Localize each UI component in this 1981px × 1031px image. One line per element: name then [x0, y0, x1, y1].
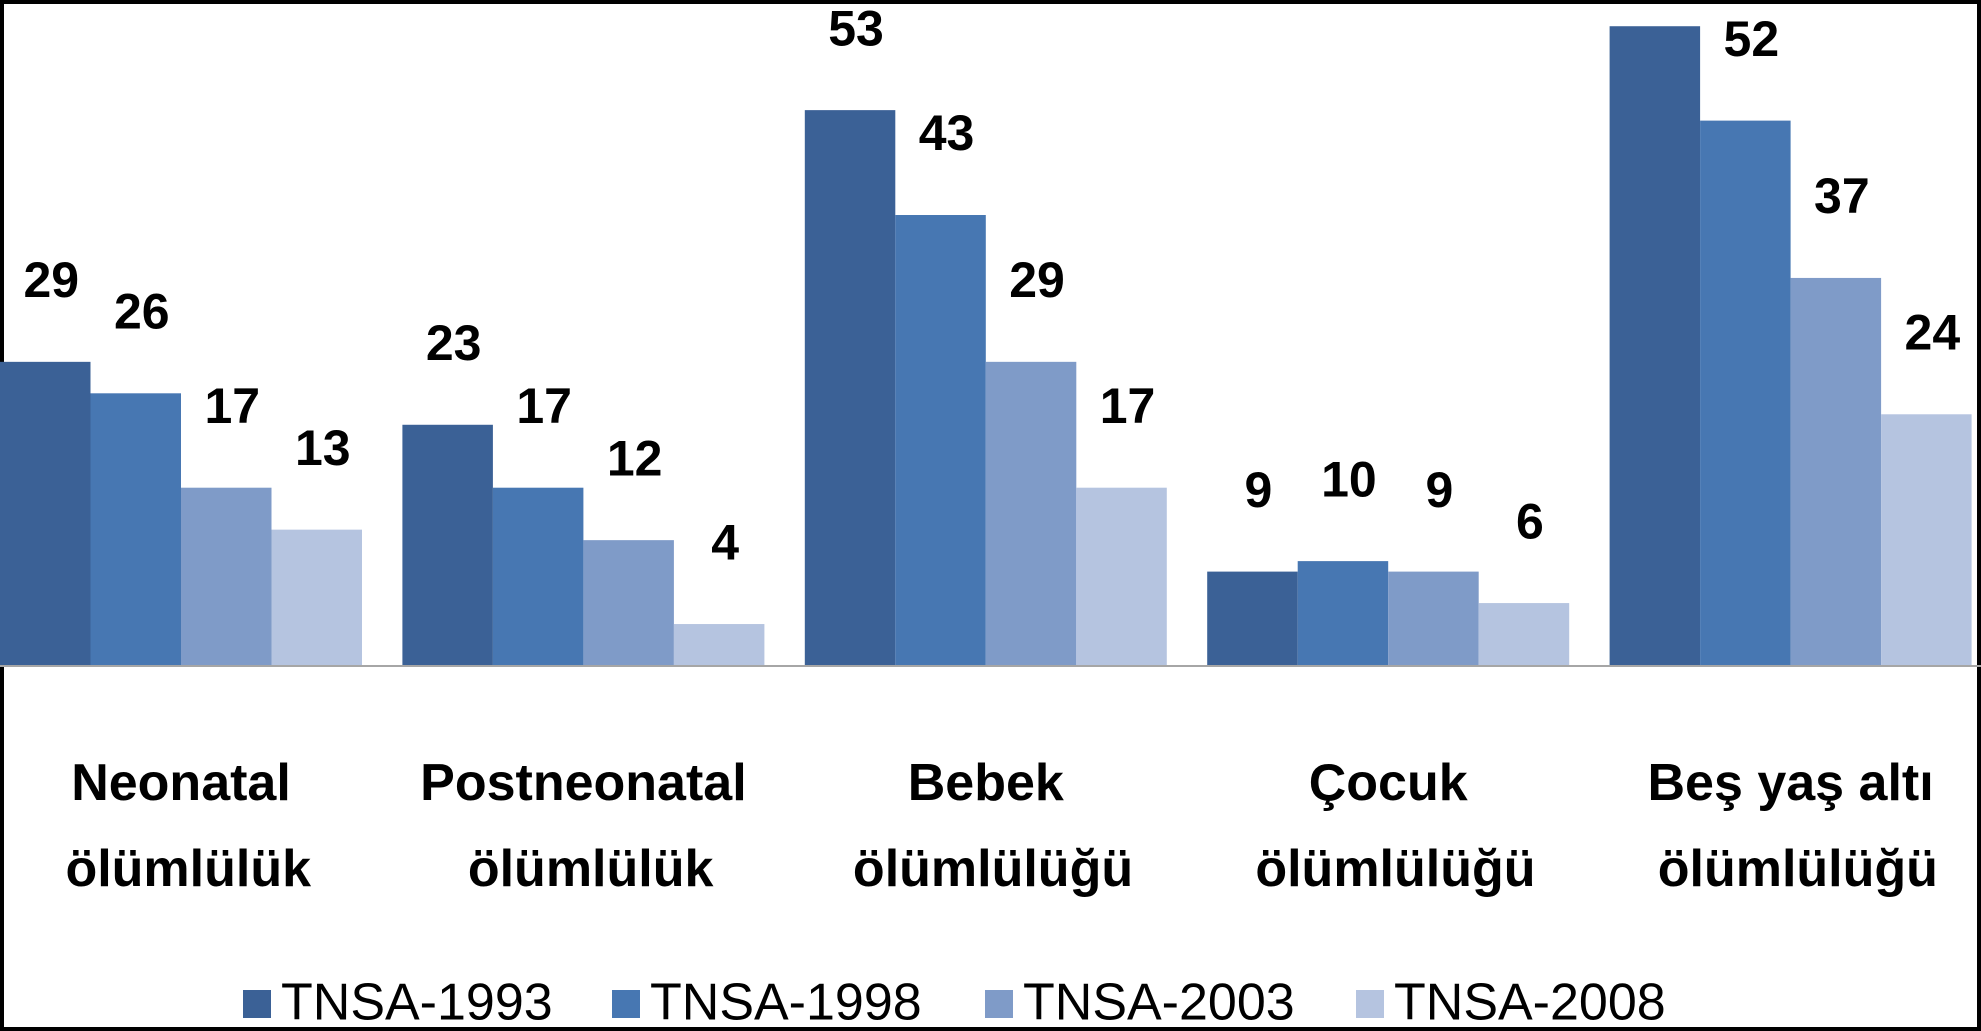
bar	[492, 487, 584, 666]
legend-label: TNSA-2008	[1394, 974, 1666, 1031]
bar	[1076, 487, 1167, 666]
x-tick-label: Beş yaş altı ölümlülüğü	[1643, 754, 1938, 898]
legend-swatch	[1356, 990, 1384, 1018]
bar	[1478, 603, 1570, 666]
bar	[1297, 561, 1389, 666]
bar	[895, 215, 986, 666]
data-label: 12	[607, 430, 663, 486]
legend-label: TNSA-2003	[1023, 974, 1295, 1031]
data-label: 29	[1009, 252, 1065, 308]
bar	[1609, 26, 1701, 667]
legend-label: TNSA-1998	[650, 974, 922, 1031]
bar	[1700, 120, 1791, 666]
data-label: 37	[1814, 168, 1870, 224]
x-tick-label: Çocuk ölümlülüğü	[1241, 754, 1536, 898]
data-label: 17	[516, 378, 572, 434]
bar	[402, 424, 493, 666]
bar	[804, 110, 896, 667]
bar	[271, 529, 362, 666]
data-label: 26	[114, 284, 170, 340]
x-tick-label: Neonatal ölümlülük	[51, 754, 311, 898]
legend-label: TNSA-1993	[281, 974, 553, 1031]
data-label: 17	[204, 378, 260, 434]
bar	[1790, 277, 1882, 666]
data-label: 52	[1724, 11, 1780, 67]
data-label: 4	[711, 514, 739, 570]
data-label: 6	[1516, 493, 1544, 549]
data-label: 53	[828, 0, 884, 56]
data-label: 9	[1245, 462, 1273, 518]
legend-swatch	[243, 990, 271, 1018]
bar	[1207, 571, 1298, 666]
bar	[985, 361, 1077, 666]
bar	[181, 487, 272, 666]
data-label: 17	[1100, 378, 1156, 434]
data-label: 13	[295, 420, 351, 476]
data-label: 9	[1426, 462, 1454, 518]
data-label: 10	[1321, 451, 1377, 507]
bar	[583, 540, 674, 666]
data-label: 23	[426, 315, 482, 371]
data-label: 24	[1905, 304, 1961, 360]
x-tick-label: Bebek ölümlülüğü	[838, 754, 1133, 898]
bar	[1388, 571, 1479, 666]
bar	[90, 393, 181, 666]
bar	[0, 361, 91, 666]
x-tick-label: Postneonatal ölümlülük	[420, 754, 747, 898]
data-label: 43	[919, 105, 975, 161]
legend-swatch	[985, 990, 1013, 1018]
legend-swatch	[612, 990, 640, 1018]
data-label: 29	[23, 252, 79, 308]
bar	[1881, 414, 1972, 666]
bar	[673, 624, 765, 666]
